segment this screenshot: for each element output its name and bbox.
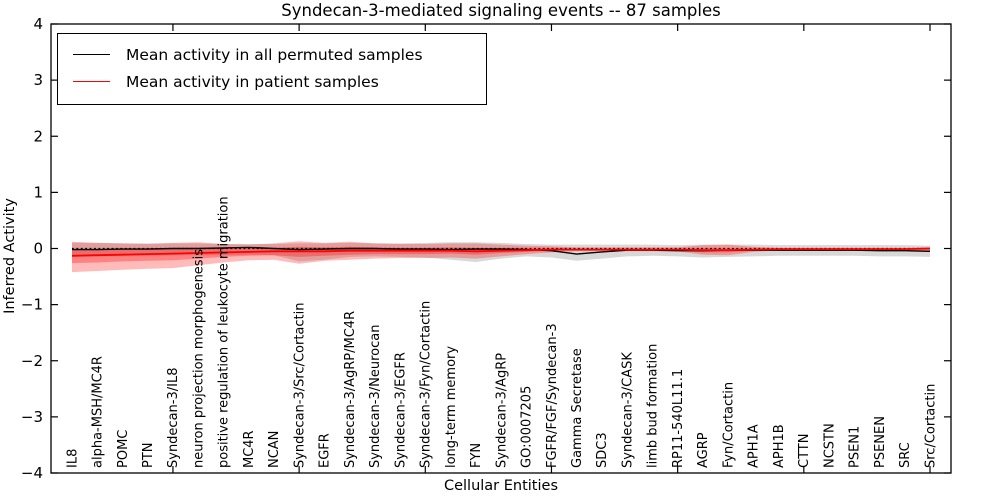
legend-label-permuted: Mean activity in all permuted samples [126,45,423,64]
x-category-label: long-term memory [444,346,459,468]
y-tick-label: 0 [33,240,43,258]
x-category-label: Syndecan-3/Fyn/Cortactin [419,301,434,468]
patient-mean-line [71,247,931,257]
x-category-label: Fyn/Cortactin [721,382,736,468]
legend-line-sample-red [73,81,110,82]
x-category-label: positive regulation of leukocyte migrati… [217,196,232,468]
x-category-label: EGFR [318,433,333,468]
y-tick-label: −1 [21,296,43,314]
y-tick-label: −3 [21,408,43,426]
x-category-label: APH1B [772,424,787,468]
permuted-samples-band [72,242,930,262]
y-axis-label: Inferred Activity [2,198,18,314]
x-category-label: PTN [141,442,156,468]
x-category-label: Syndecan-3/AgRP [494,353,509,468]
x-category-label: PSENEN [873,416,888,468]
x-category-label: alpha-MSH/MC4R [91,356,106,468]
x-category-label: FGFR/FGF/Syndecan-3 [545,323,560,468]
legend-item-patient: Mean activity in patient samples [68,68,476,95]
x-category-label: POMC [116,430,131,468]
x-category-label: NCAN [267,431,282,468]
y-tick-label: 3 [33,71,43,89]
x-category-label: FYN [469,443,484,468]
y-tick-label: 1 [33,183,43,201]
x-axis-label: Cellular Entities [443,478,559,494]
x-category-label: PSEN1 [848,426,863,468]
x-category-label: SDC3 [595,432,610,468]
x-category-label: GO:0007205 [520,386,535,468]
y-tick-label: −4 [21,464,43,482]
permuted-mean-line [72,246,931,255]
y-tick-label: 4 [33,15,43,33]
legend-line-sample-black [73,54,110,55]
x-category-label: Gamma Secretase [570,348,585,468]
x-category-label: RP11-540L11.1 [671,369,686,468]
legend-label-patient: Mean activity in patient samples [126,72,379,91]
legend-item-permuted: Mean activity in all permuted samples [68,41,476,68]
x-category-label: Syndecan-3/IL8 [166,368,181,468]
x-category-label: Src/Cortactin [923,384,938,468]
x-category-label: Syndecan-3/EGFR [393,352,408,468]
x-category-label: CTTN [797,434,812,468]
x-category-label: MC4R [242,430,257,468]
x-category-label: Syndecan-3/AgRP/MC4R [343,311,358,468]
x-category-label: SRC [898,442,913,468]
x-category-label: neuron projection morphogenesis [191,249,206,468]
chart-title: Syndecan-3-mediated signaling events -- … [281,1,721,20]
x-category-label: Syndecan-3/CASK [620,352,635,468]
x-category-label: Syndecan-3/Neurocan [368,325,383,468]
x-category-label: Syndecan-3/Src/Cortactin [292,302,307,468]
y-tick-label: −2 [21,352,43,370]
x-category-label: APH1A [747,424,762,468]
x-category-label: IL8 [65,449,80,468]
x-category-label: NCSTN [822,423,837,468]
x-category-label: AGRP [696,432,711,468]
x-category-label: limb bud formation [646,344,661,468]
legend: Mean activity in all permuted samples Me… [57,33,487,105]
y-tick-label: 2 [33,127,43,145]
